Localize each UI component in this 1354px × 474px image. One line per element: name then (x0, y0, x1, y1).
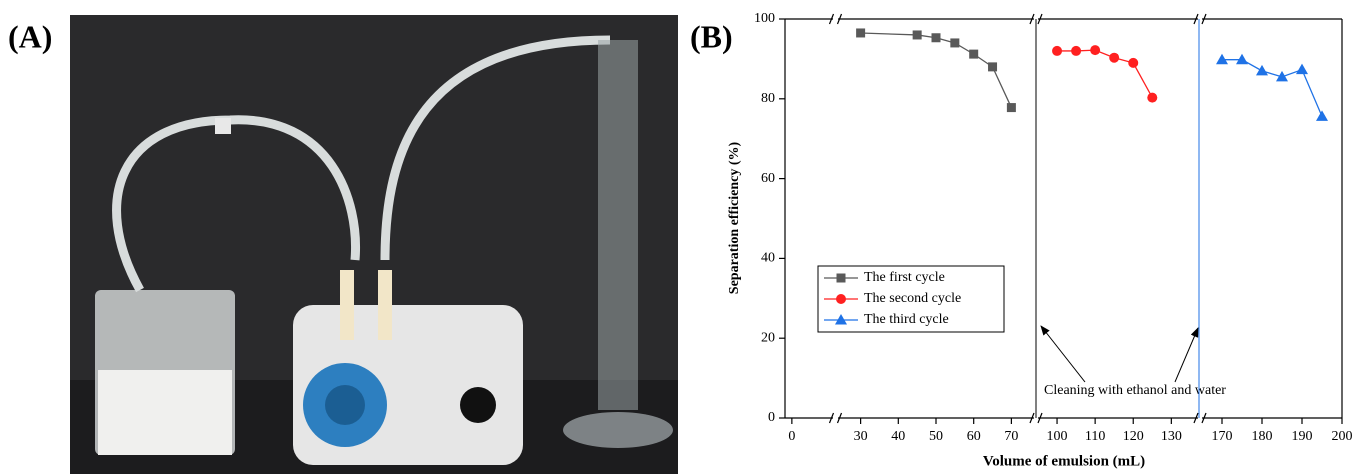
annotation-arrow (1040, 325, 1086, 383)
marker (1276, 70, 1288, 82)
marker (1090, 45, 1101, 56)
legend-label: The third cycle (864, 312, 949, 327)
x-tick-label: 0 (788, 429, 795, 444)
x-tick-label: 120 (1123, 429, 1144, 444)
axis-break (1193, 412, 1207, 424)
marker (836, 273, 846, 283)
y-tick-label: 20 (761, 330, 775, 345)
y-axis-title: Separation efficiency (%) (727, 141, 742, 294)
photo (70, 15, 678, 474)
x-tick-label: 170 (1212, 429, 1233, 444)
legend-label: The second cycle (864, 291, 961, 306)
series-line (1057, 49, 1153, 98)
x-tick-label: 60 (967, 429, 981, 444)
panel-label: (A) (8, 18, 52, 54)
annotation: Cleaning with ethanol and water (1044, 383, 1226, 398)
y-tick-label: 60 (761, 171, 775, 186)
panel-label: (B) (690, 18, 733, 54)
y-tick-label: 80 (761, 91, 775, 106)
y-tick-label: 0 (768, 410, 775, 425)
marker (988, 62, 998, 72)
axis-break (828, 412, 843, 424)
marker (931, 33, 941, 43)
marker (1296, 63, 1308, 75)
x-tick-label: 110 (1085, 429, 1105, 444)
marker (969, 49, 979, 59)
annotation-arrow (1174, 327, 1199, 383)
marker (1109, 52, 1120, 63)
x-tick-label: 100 (1047, 429, 1068, 444)
marker (1147, 92, 1158, 103)
x-tick-label: 200 (1332, 429, 1353, 444)
y-tick-label: 40 (761, 251, 775, 266)
axis-break (1193, 13, 1207, 25)
series-line (1222, 59, 1323, 117)
legend-label: The first cycle (864, 270, 945, 285)
x-tick-label: 70 (1004, 429, 1018, 444)
x-axis-title: Volume of emulsion (mL) (983, 453, 1145, 469)
marker (1052, 45, 1063, 56)
marker (1128, 57, 1139, 68)
x-tick-label: 130 (1161, 429, 1182, 444)
x-tick-label: 180 (1252, 429, 1273, 444)
marker (1236, 53, 1248, 65)
marker (836, 294, 846, 304)
x-tick-label: 190 (1292, 429, 1313, 444)
axis-break (1029, 412, 1043, 424)
y-tick-label: 100 (754, 11, 775, 26)
axis-break (1029, 13, 1043, 25)
marker (1006, 103, 1016, 113)
marker (950, 38, 960, 48)
x-tick-label: 40 (891, 429, 905, 444)
marker (1256, 64, 1268, 76)
x-tick-label: 50 (929, 429, 943, 444)
marker (912, 30, 922, 40)
marker (1071, 45, 1082, 56)
marker (835, 314, 847, 325)
x-tick-label: 30 (854, 429, 868, 444)
marker (1316, 110, 1328, 121)
axis-break (828, 13, 843, 25)
marker (856, 28, 866, 38)
marker (1216, 53, 1228, 65)
